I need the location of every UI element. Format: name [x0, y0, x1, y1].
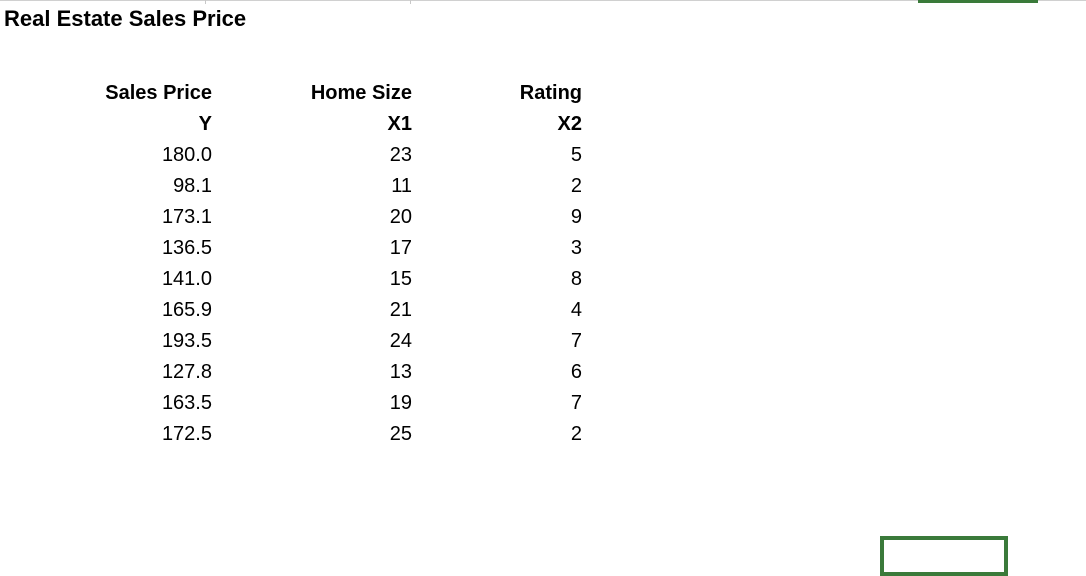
- table-row: 136.5 17 3: [60, 233, 590, 264]
- cell-rating: 4: [420, 295, 590, 326]
- cell-sales-price: 136.5: [60, 233, 220, 264]
- cell-home-size: 25: [220, 419, 420, 450]
- cell-home-size: 15: [220, 264, 420, 295]
- accent-box-bottom-right: [880, 536, 1008, 576]
- cell-rating: 9: [420, 202, 590, 233]
- table-row: 98.1 11 2: [60, 171, 590, 202]
- cell-rating: 6: [420, 357, 590, 388]
- cell-home-size: 11: [220, 171, 420, 202]
- cell-sales-price: 165.9: [60, 295, 220, 326]
- cell-sales-price: 127.8: [60, 357, 220, 388]
- table-header-row-1: Sales Price Home Size Rating: [60, 78, 590, 109]
- cell-sales-price: 141.0: [60, 264, 220, 295]
- col-subheader-x1: X1: [220, 109, 420, 140]
- cell-sales-price: 180.0: [60, 140, 220, 171]
- col-header-sales-price: Sales Price: [60, 78, 220, 109]
- cell-home-size: 20: [220, 202, 420, 233]
- table-row: 165.9 21 4: [60, 295, 590, 326]
- gridline-tick: [410, 0, 411, 4]
- table-row: 163.5 19 7: [60, 388, 590, 419]
- col-subheader-x2: X2: [420, 109, 590, 140]
- col-header-rating: Rating: [420, 78, 590, 109]
- cell-home-size: 23: [220, 140, 420, 171]
- page-title: Real Estate Sales Price: [4, 6, 246, 32]
- cell-rating: 7: [420, 326, 590, 357]
- cell-rating: 2: [420, 171, 590, 202]
- accent-strip-top-right: [918, 0, 1038, 3]
- col-header-home-size: Home Size: [220, 78, 420, 109]
- cell-home-size: 21: [220, 295, 420, 326]
- table-row: 180.0 23 5: [60, 140, 590, 171]
- cell-rating: 8: [420, 264, 590, 295]
- cell-sales-price: 193.5: [60, 326, 220, 357]
- cell-home-size: 19: [220, 388, 420, 419]
- table-row: 173.1 20 9: [60, 202, 590, 233]
- cell-home-size: 24: [220, 326, 420, 357]
- real-estate-table: Sales Price Home Size Rating Y X1 X2 180…: [60, 78, 590, 450]
- table-row: 193.5 24 7: [60, 326, 590, 357]
- cell-sales-price: 98.1: [60, 171, 220, 202]
- table-row: 141.0 15 8: [60, 264, 590, 295]
- cell-sales-price: 172.5: [60, 419, 220, 450]
- cell-rating: 2: [420, 419, 590, 450]
- cell-rating: 7: [420, 388, 590, 419]
- table-row: 127.8 13 6: [60, 357, 590, 388]
- table-header-row-2: Y X1 X2: [60, 109, 590, 140]
- cell-sales-price: 173.1: [60, 202, 220, 233]
- cell-home-size: 17: [220, 233, 420, 264]
- gridline-tick: [205, 0, 206, 4]
- table-row: 172.5 25 2: [60, 419, 590, 450]
- cell-rating: 5: [420, 140, 590, 171]
- cell-home-size: 13: [220, 357, 420, 388]
- col-subheader-y: Y: [60, 109, 220, 140]
- cell-sales-price: 163.5: [60, 388, 220, 419]
- cell-rating: 3: [420, 233, 590, 264]
